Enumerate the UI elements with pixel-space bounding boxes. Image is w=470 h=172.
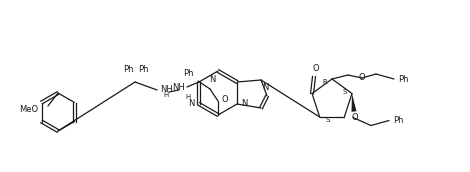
Text: O: O bbox=[221, 95, 227, 105]
Polygon shape bbox=[352, 94, 356, 112]
Text: NH: NH bbox=[160, 84, 173, 94]
Text: O: O bbox=[352, 113, 358, 122]
Text: N: N bbox=[241, 99, 247, 109]
Text: Ph: Ph bbox=[398, 74, 408, 83]
Text: H: H bbox=[164, 92, 169, 98]
Text: O: O bbox=[359, 73, 365, 82]
Text: H: H bbox=[185, 94, 190, 100]
Text: R: R bbox=[322, 79, 327, 85]
Text: Ph: Ph bbox=[138, 65, 148, 74]
Text: Ph: Ph bbox=[183, 69, 194, 78]
Text: O: O bbox=[313, 63, 319, 73]
Text: N: N bbox=[210, 75, 216, 84]
Text: N: N bbox=[188, 99, 195, 109]
Text: Ph: Ph bbox=[123, 65, 133, 74]
Text: N: N bbox=[262, 83, 268, 92]
Text: NH: NH bbox=[172, 83, 185, 93]
Text: MeO: MeO bbox=[19, 105, 38, 114]
Text: S: S bbox=[326, 117, 330, 123]
Text: S: S bbox=[343, 89, 347, 94]
Text: Ph: Ph bbox=[393, 116, 403, 125]
